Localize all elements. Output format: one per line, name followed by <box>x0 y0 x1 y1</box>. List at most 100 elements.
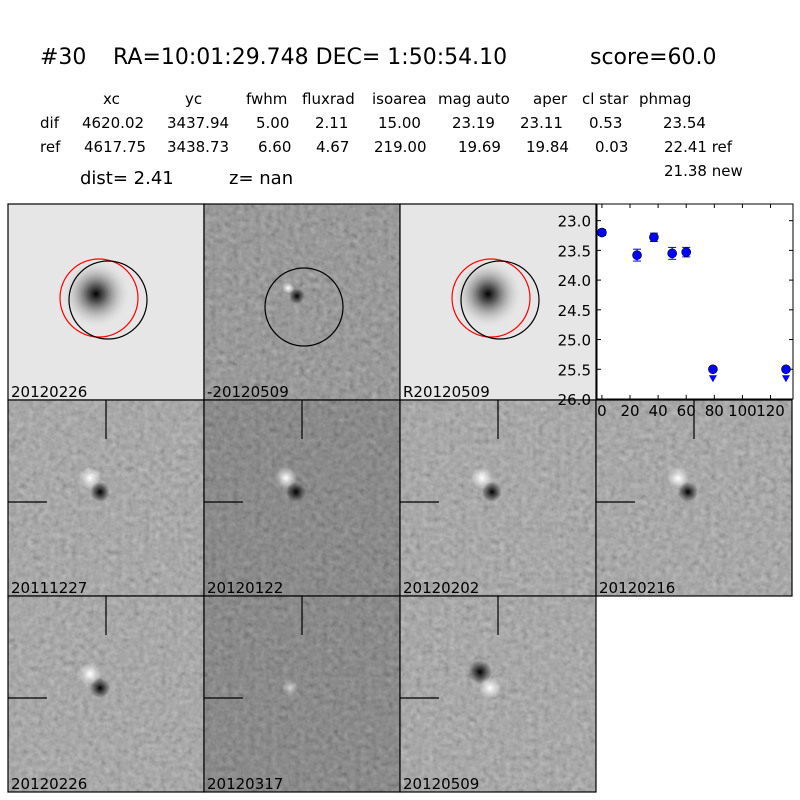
table-cell: 19.69 <box>458 138 501 156</box>
stamp-date-label: 20120216 <box>599 579 675 597</box>
column-header: mag auto <box>438 90 510 108</box>
detection-aperture-circle <box>264 267 344 347</box>
stamp: R20120509 <box>399 203 597 401</box>
column-header: aper <box>533 90 568 108</box>
table-cell: 4.67 <box>316 138 349 156</box>
stamp: -20120509 <box>203 203 401 401</box>
plot-area <box>596 203 794 400</box>
redshift: z= nan <box>229 168 293 189</box>
negative-residual <box>90 482 110 502</box>
stamp: 20120226 <box>7 203 205 401</box>
negative-residual <box>678 482 698 502</box>
x-tick-label: 40 <box>649 402 668 420</box>
column-header: xc <box>103 90 120 108</box>
stamp: 20120226 <box>7 595 205 793</box>
stamp-date-label: 20120226 <box>11 775 87 793</box>
stamp-date-label: 20120317 <box>207 775 283 793</box>
y-tick-label: 26.0 <box>558 391 591 409</box>
table-cell: 0.03 <box>595 138 628 156</box>
table-cell: 15.00 <box>378 114 421 132</box>
table-cell: 0.53 <box>589 114 622 132</box>
stamp-date-label: 20120122 <box>207 579 283 597</box>
negative-residual <box>90 678 110 698</box>
upper-limit-marker <box>781 375 790 383</box>
stamp: 20120202 <box>399 399 597 597</box>
row-label: dif <box>40 114 60 132</box>
positive-residual <box>282 680 298 696</box>
detection-aperture-circle <box>68 260 148 340</box>
stamp-date-label: 20120509 <box>403 775 479 793</box>
y-tick-label: 25.5 <box>558 361 591 379</box>
x-tick-label: 20 <box>620 402 639 420</box>
column-header: yc <box>185 90 202 108</box>
ref-aperture-circle <box>59 258 139 338</box>
table-cell: 2.11 <box>315 114 348 132</box>
coordinates: RA=10:01:29.748 DEC= 1:50:54.10 <box>113 45 507 70</box>
negative-residual <box>289 288 305 304</box>
column-header: isoarea <box>372 90 427 108</box>
stamp: 20120122 <box>203 399 401 597</box>
y-tick-label: 24.0 <box>558 272 591 290</box>
stamp: 20120509 <box>399 595 597 793</box>
candidate-id: #30 <box>40 45 86 70</box>
column-header: fluxrad <box>302 90 355 108</box>
upper-limit-marker <box>708 375 717 383</box>
table-cell: 23.11 <box>520 114 563 132</box>
negative-residual <box>286 482 306 502</box>
y-tick-label: 23.5 <box>558 242 591 260</box>
data-point <box>649 232 659 243</box>
row-label: ref <box>40 138 61 156</box>
data-point <box>681 247 692 257</box>
negative-residual <box>482 482 502 502</box>
positive-residual <box>479 677 501 699</box>
data-point <box>708 364 718 375</box>
table-cell: 23.19 <box>452 114 495 132</box>
stamp-date-label: -20120509 <box>207 383 289 401</box>
y-tick-label: 25.0 <box>558 332 591 350</box>
distance: dist= 2.41 <box>80 168 174 189</box>
x-tick-label: 120 <box>756 402 785 420</box>
photometry-table: xc yc fwhm fluxrad isoarea mag auto aper cl sta… <box>40 90 733 156</box>
table-cell: 22.41 ref <box>664 138 733 156</box>
table-cell: 4620.02 <box>82 114 144 132</box>
stamp-date-label: 20120202 <box>403 579 479 597</box>
column-header: phmag <box>639 90 691 108</box>
stamp-date-label: 20120226 <box>11 383 87 401</box>
ref-aperture-circle <box>451 258 531 338</box>
source-blob <box>454 260 522 328</box>
x-tick-label: 80 <box>705 402 724 420</box>
data-point <box>781 364 791 375</box>
column-header: fwhm <box>246 90 287 108</box>
table-cell: 19.84 <box>526 138 569 156</box>
data-point <box>632 250 642 260</box>
table-cell: 6.60 <box>258 138 291 156</box>
table-cell: 3437.94 <box>167 114 229 132</box>
table-cell: 5.00 <box>256 114 289 132</box>
stamp-date-label: R20120509 <box>403 383 490 401</box>
stamp-frame <box>595 399 793 597</box>
y-tick-label: 23.0 <box>558 213 591 231</box>
stamp-frame <box>399 595 597 793</box>
source-blob <box>62 260 130 328</box>
x-tick-label: 0 <box>597 402 607 420</box>
stamp: 20120317 <box>203 595 401 793</box>
table-cell: 4617.75 <box>84 138 146 156</box>
table-cell: 23.54 <box>663 114 706 132</box>
column-header: cl star <box>582 90 629 108</box>
table-cell: 219.00 <box>374 138 427 156</box>
data-point <box>597 227 607 238</box>
stamp: 20111227 <box>7 399 205 597</box>
y-tick-label: 24.5 <box>558 302 591 320</box>
x-tick-label: 100 <box>728 402 757 420</box>
light-curve-chart: 0 20 40 60 80 100 120 23.0 23.5 24.0 24.5 25.0 25.5 2… <box>558 203 794 420</box>
detection-aperture-circle <box>460 260 540 340</box>
score: score=60.0 <box>590 45 717 70</box>
stamp: 20120216 <box>595 399 793 597</box>
stamp-date-label: 20111227 <box>11 579 87 597</box>
x-tick-label: 60 <box>677 402 696 420</box>
data-point <box>667 248 677 259</box>
table-cell: 3438.73 <box>167 138 229 156</box>
extra-phmag: 21.38 new <box>664 162 743 180</box>
